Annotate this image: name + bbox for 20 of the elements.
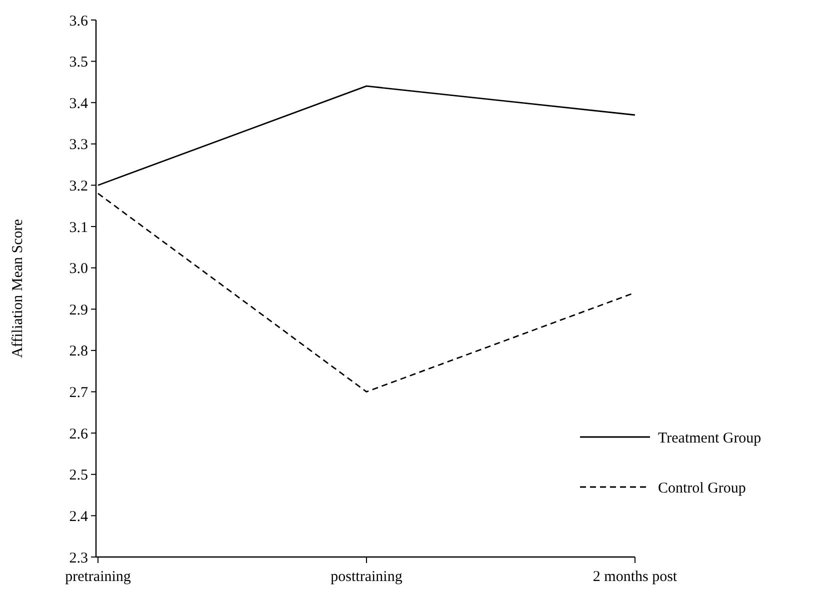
y-tick-label: 2.7 (69, 385, 88, 402)
y-tick-label: 2.5 (69, 468, 88, 484)
x-tick-label: pretraining (65, 569, 132, 585)
y-tick-label: 2.3 (69, 550, 88, 566)
y-tick-label: 2.9 (69, 302, 88, 318)
y-axis-title: Affiliation Mean Score (10, 218, 26, 358)
x-tick-label: posttraining (330, 569, 403, 585)
y-tick-label: 3.2 (69, 178, 88, 194)
y-tick-label: 2.4 (69, 508, 88, 525)
y-tick-label: 2.8 (69, 344, 88, 360)
y-tick-label: 3.1 (69, 220, 88, 236)
legend-label: Treatment Group (658, 430, 762, 446)
y-tick-label: 3.0 (69, 261, 88, 278)
x-tick-label: 2 months post (592, 569, 678, 585)
y-tick-label: 3.3 (69, 137, 88, 154)
y-tick-label: 2.6 (69, 426, 88, 442)
y-tick-label: 3.5 (69, 54, 88, 71)
legend-label: Control Group (658, 480, 746, 496)
y-tick-label: 3.4 (69, 96, 88, 112)
y-tick-label: 3.6 (69, 13, 88, 30)
